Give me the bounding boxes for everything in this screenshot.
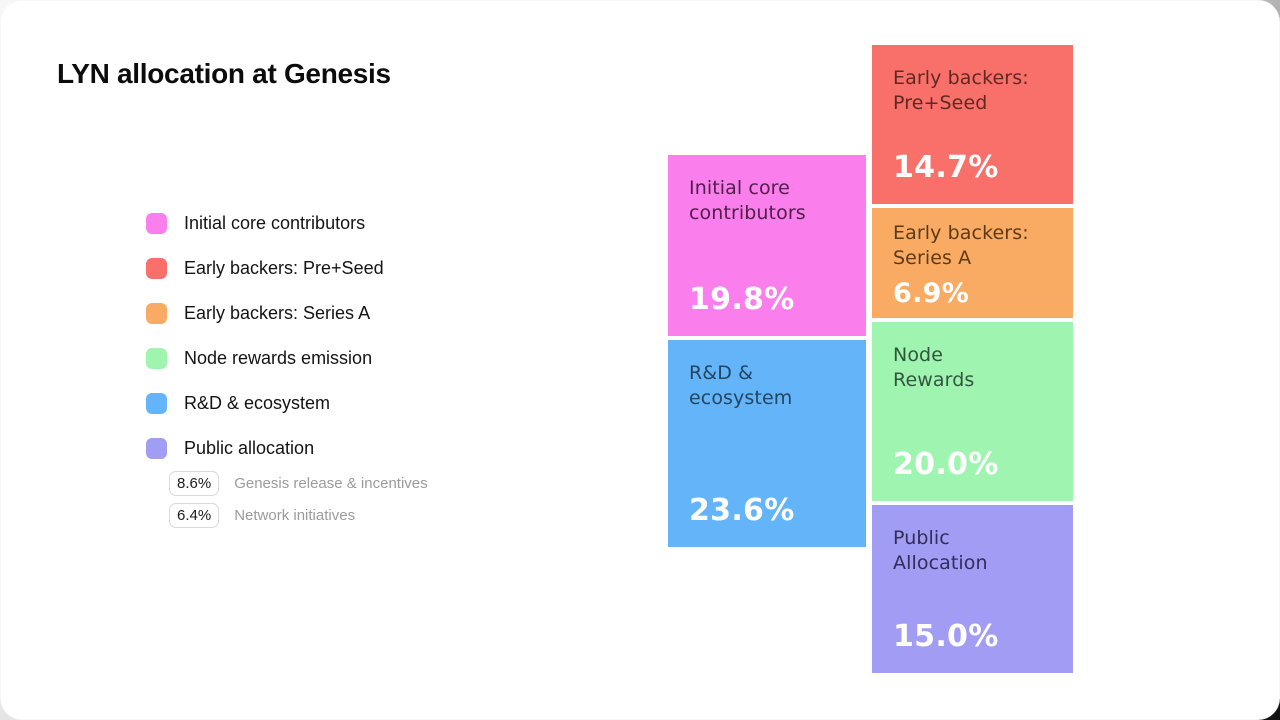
block-label: R&D & ecosystem	[689, 362, 793, 409]
breakdown-item-genesis-release: 8.6% Genesis release & incentives	[169, 471, 428, 496]
block-value: 20.0%	[893, 447, 999, 482]
legend-item-node-rewards-emission: Node rewards emission	[146, 347, 428, 369]
treemap-block-rd-ecosystem: R&D & ecosystem 23.6%	[668, 340, 866, 547]
legend-swatch-blue	[146, 392, 167, 414]
breakdown-item-label: Network initiatives	[234, 507, 356, 524]
legend-swatch-red	[146, 257, 167, 279]
breakdown-value-badge: 6.4%	[169, 503, 220, 528]
treemap-block-early-backers-pre-seed: Early backers: Pre+Seed 14.7%	[872, 45, 1073, 204]
treemap-block-public-allocation: Public Allocation 15.0%	[872, 505, 1073, 673]
block-value: 15.0%	[893, 619, 999, 654]
legend-item-label: Initial core contributors	[184, 212, 366, 233]
legend-item-rd-ecosystem: R&D & ecosystem	[146, 392, 428, 414]
legend-swatch-green	[146, 347, 167, 369]
breakdown-item-network-initiatives: 6.4% Network initiatives	[169, 503, 428, 528]
block-value: 6.9%	[893, 278, 970, 309]
breakdown-value-badge: 8.6%	[169, 471, 220, 496]
legend-swatch-orange	[146, 302, 167, 324]
block-value: 23.6%	[689, 493, 795, 528]
legend-item-early-backers-pre-seed: Early backers: Pre+Seed	[146, 257, 428, 279]
legend-swatch-purple	[146, 437, 167, 459]
treemap-block-early-backers-series-a: Early backers: Series A 6.9%	[872, 208, 1073, 318]
legend-swatch-pink	[146, 212, 167, 234]
legend-item-label: Early backers: Pre+Seed	[184, 257, 384, 278]
treemap-block-node-rewards: Node Rewards 20.0%	[872, 322, 1073, 501]
block-value: 19.8%	[689, 282, 795, 317]
block-label: Initial core contributors	[689, 177, 806, 224]
legend-item-initial-core-contributors: Initial core contributors	[146, 212, 428, 234]
legend-item-label: Node rewards emission	[184, 347, 373, 368]
block-value: 14.7%	[893, 150, 999, 185]
breakdown-item-label: Genesis release & incentives	[234, 475, 428, 492]
legend-item-label: Public allocation	[184, 437, 315, 458]
legend-item-early-backers-series-a: Early backers: Series A	[146, 302, 428, 324]
legend: Initial core contributors Early backers:…	[146, 212, 428, 535]
legend-item-public-allocation: Public allocation	[146, 437, 428, 459]
treemap-block-initial-core-contributors: Initial core contributors 19.8%	[668, 155, 866, 336]
legend-item-label: R&D & ecosystem	[184, 392, 331, 413]
block-label: Early backers: Pre+Seed	[893, 67, 1029, 114]
legend-item-label: Early backers: Series A	[184, 302, 371, 323]
public-allocation-breakdown: 8.6% Genesis release & incentives 6.4% N…	[169, 471, 428, 528]
block-label: Early backers: Series A	[893, 222, 1029, 269]
block-label: Node Rewards	[893, 344, 975, 391]
block-label: Public Allocation	[893, 527, 988, 574]
chart-title: LYN allocation at Genesis	[57, 58, 391, 89]
